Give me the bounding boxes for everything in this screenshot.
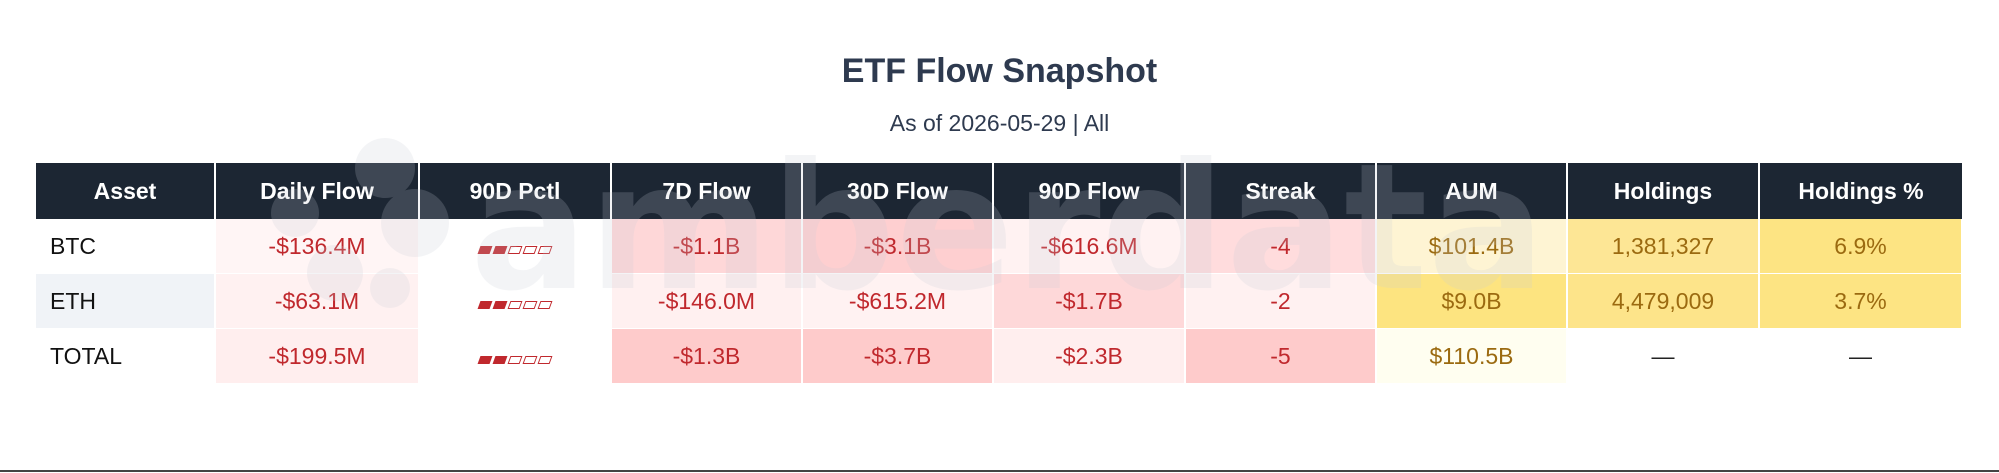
flow-30d-cell: -$3.1B <box>802 219 994 274</box>
percentile-indicator <box>477 300 553 309</box>
column-header: Holdings % <box>1759 163 1962 219</box>
asset-cell: ETH <box>36 273 216 329</box>
percentile-segment <box>537 300 553 309</box>
percentile-segment <box>477 300 493 309</box>
daily-flow-cell: -$63.1M <box>215 273 420 329</box>
flow-30d-cell: -$3.7B <box>802 328 994 384</box>
holdings-cell: 1,381,327 <box>1567 219 1760 274</box>
percentile-segment <box>507 355 523 364</box>
holdings-cell: 4,479,009 <box>1567 273 1760 329</box>
aum-cell: $101.4B <box>1376 219 1568 274</box>
percentile-indicator <box>477 355 553 364</box>
column-header: Streak <box>1185 163 1377 219</box>
streak-cell: -5 <box>1185 328 1377 384</box>
column-header: Holdings <box>1567 163 1760 219</box>
flow-7d-cell: -$1.1B <box>611 219 803 274</box>
flow-7d-cell: -$146.0M <box>611 273 803 329</box>
chart-subtitle: As of 2026-05-29 | All <box>889 110 1110 136</box>
table-row: ETH -$63.1M -$146.0M -$615.2M -$1.7B -2 $9.0B 4… <box>36 273 1963 329</box>
column-header: Daily Flow <box>215 163 420 219</box>
aum-cell: $110.5B <box>1376 328 1568 384</box>
flow-30d-cell: -$615.2M <box>802 273 994 329</box>
percentile-segment <box>492 355 508 364</box>
flow-90d-cell: -$1.7B <box>993 273 1186 329</box>
percentile-segment <box>492 300 508 309</box>
column-header: Asset <box>36 163 216 219</box>
holdings-cell: — <box>1567 328 1760 384</box>
asset-cell: TOTAL <box>36 328 216 384</box>
column-header: 90D Flow <box>993 163 1186 219</box>
flow-7d-cell: -$1.3B <box>611 328 803 384</box>
bottom-rule <box>0 470 1999 472</box>
aum-cell: $9.0B <box>1376 273 1568 329</box>
column-header: 90D Pctl <box>419 163 612 219</box>
percentile-segment <box>522 300 538 309</box>
column-header: 30D Flow <box>802 163 994 219</box>
pctl-cell <box>419 219 612 274</box>
holdings-pct-cell: 6.9% <box>1759 219 1963 274</box>
table-row: TOTAL -$199.5M -$1.3B -$3.7B -$2.3B -5 $110.5B… <box>36 328 1963 384</box>
table-header-row: Asset Daily Flow 90D Pctl 7D Flow 30D Flow 90… <box>36 163 1962 219</box>
percentile-segment <box>507 300 523 309</box>
daily-flow-cell: -$136.4M <box>215 219 420 274</box>
etf-flow-table: Asset Daily Flow 90D Pctl 7D Flow 30D Flow 90… <box>36 163 1963 384</box>
asset-cell: BTC <box>36 219 216 274</box>
percentile-segment <box>477 245 493 254</box>
percentile-segment <box>537 355 553 364</box>
streak-cell: -4 <box>1185 219 1377 274</box>
percentile-segment <box>507 245 523 254</box>
streak-cell: -2 <box>1185 273 1377 329</box>
table-body: BTC -$136.4M -$1.1B -$3.1B -$616.6M -4 $101.4B… <box>36 219 1963 384</box>
flow-90d-cell: -$616.6M <box>993 219 1186 274</box>
flow-90d-cell: -$2.3B <box>993 328 1186 384</box>
chart-title: ETF Flow Snapshot <box>841 52 1158 90</box>
column-header: 7D Flow <box>611 163 803 219</box>
pctl-cell <box>419 328 612 384</box>
table-row: BTC -$136.4M -$1.1B -$3.1B -$616.6M -4 $101.4B… <box>36 219 1963 274</box>
daily-flow-cell: -$199.5M <box>215 328 420 384</box>
percentile-indicator <box>477 245 553 254</box>
percentile-segment <box>492 245 508 254</box>
holdings-pct-cell: — <box>1759 328 1963 384</box>
percentile-segment <box>522 355 538 364</box>
column-header: AUM <box>1376 163 1568 219</box>
pctl-cell <box>419 273 612 329</box>
percentile-segment <box>537 245 553 254</box>
percentile-segment <box>477 355 493 364</box>
percentile-segment <box>522 245 538 254</box>
holdings-pct-cell: 3.7% <box>1759 273 1963 329</box>
